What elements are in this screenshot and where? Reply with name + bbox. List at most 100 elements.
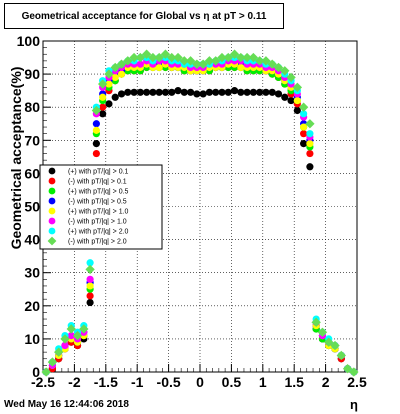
x-tick-label: -0.5 bbox=[157, 374, 181, 390]
y-tick-label: 100 bbox=[17, 33, 41, 49]
data-point bbox=[92, 140, 100, 148]
data-point bbox=[306, 130, 314, 138]
data-point bbox=[192, 59, 202, 69]
y-tick-label: 30 bbox=[24, 265, 40, 281]
x-tick-label: 2.5 bbox=[347, 374, 367, 390]
data-point bbox=[86, 298, 94, 307]
data-point bbox=[141, 49, 152, 59]
data-point bbox=[287, 96, 295, 105]
x-tick-label: 2 bbox=[322, 374, 330, 390]
data-point bbox=[212, 88, 220, 96]
data-point bbox=[86, 292, 94, 300]
data-point bbox=[249, 88, 257, 96]
data-point bbox=[305, 119, 315, 129]
data-point bbox=[129, 52, 139, 63]
data-point bbox=[67, 331, 75, 340]
data-point bbox=[135, 52, 146, 63]
data-point bbox=[110, 62, 120, 73]
legend-entry: (-) with pT/|q| > 1.0 bbox=[68, 219, 127, 226]
data-point bbox=[136, 60, 144, 68]
data-point bbox=[261, 56, 271, 66]
legend-entry: (+) with pT/|q| > 1.0 bbox=[68, 209, 129, 216]
legend-marker bbox=[48, 207, 56, 215]
legend-entry: (+) with pT/|q| > 0.1 bbox=[68, 169, 129, 176]
data-point bbox=[85, 264, 95, 275]
data-point bbox=[243, 88, 251, 96]
data-point bbox=[105, 100, 113, 108]
legend-marker bbox=[48, 227, 56, 235]
data-point bbox=[167, 52, 177, 63]
data-point bbox=[91, 105, 102, 116]
data-point bbox=[154, 52, 164, 63]
data-point bbox=[61, 341, 69, 350]
data-point bbox=[185, 56, 196, 66]
data-point bbox=[300, 130, 308, 138]
data-point bbox=[204, 56, 215, 66]
data-point bbox=[155, 88, 163, 96]
chart-title: Geometrical acceptance for Global vs η a… bbox=[4, 3, 284, 29]
data-point bbox=[86, 282, 94, 290]
x-tick-label: 1.5 bbox=[284, 374, 304, 390]
y-tick-label: 0 bbox=[32, 364, 40, 380]
data-point bbox=[262, 88, 270, 96]
data-point bbox=[293, 106, 301, 115]
data-point bbox=[199, 90, 207, 98]
y-tick-label: 80 bbox=[24, 99, 40, 115]
data-point bbox=[336, 350, 346, 361]
legend-marker bbox=[48, 187, 56, 195]
data-point bbox=[273, 62, 284, 73]
data-point bbox=[155, 63, 163, 72]
data-point bbox=[193, 90, 201, 98]
data-point bbox=[224, 88, 232, 96]
legend-entry: (-) with pT/|q| > 0.1 bbox=[68, 179, 127, 186]
data-point bbox=[223, 52, 233, 63]
data-point bbox=[123, 56, 133, 66]
data-point bbox=[92, 120, 100, 128]
data-point bbox=[149, 88, 157, 96]
data-point bbox=[92, 149, 100, 158]
data-point bbox=[248, 52, 259, 63]
data-point bbox=[60, 334, 70, 344]
y-tick-label: 50 bbox=[24, 199, 40, 215]
data-point bbox=[143, 88, 151, 96]
data-point bbox=[205, 88, 214, 96]
data-point bbox=[173, 52, 183, 63]
data-point bbox=[211, 56, 221, 66]
axis-ticks: -2.5 -2 -1.5 -1 -0.5 0 0.5 1 1.5 2 2.5 0 10 20 30 40 50 6… bbox=[17, 33, 367, 390]
data-point bbox=[99, 110, 107, 118]
data-point bbox=[161, 88, 170, 96]
data-point bbox=[298, 102, 309, 112]
data-point bbox=[99, 103, 107, 111]
data-point bbox=[256, 88, 264, 96]
x-tick-label: -2 bbox=[68, 374, 81, 390]
data-point bbox=[293, 96, 301, 105]
x-axis-label: η bbox=[350, 397, 358, 412]
data-point bbox=[117, 70, 126, 78]
data-point bbox=[198, 59, 208, 69]
data-point bbox=[97, 79, 108, 89]
data-point bbox=[311, 317, 321, 328]
x-tick-label: -1.5 bbox=[94, 374, 118, 390]
legend-marker bbox=[48, 167, 56, 175]
legend: (+) with pT/|q| > 0.1 (-) with pT/|q| > 0… bbox=[39, 164, 163, 250]
data-point bbox=[274, 90, 283, 98]
x-tick-label: 0 bbox=[196, 374, 204, 390]
data-point bbox=[300, 123, 308, 131]
data-point bbox=[54, 347, 64, 357]
x-tick-label: -1 bbox=[131, 374, 144, 390]
footer-date: Wed May 16 12:44:06 2018 bbox=[4, 399, 129, 410]
data-point bbox=[324, 337, 334, 347]
y-tick-label: 60 bbox=[24, 165, 40, 181]
data-series bbox=[41, 49, 359, 377]
data-point bbox=[180, 88, 188, 96]
y-tick-label: 10 bbox=[24, 331, 40, 347]
data-point bbox=[306, 163, 314, 171]
data-point bbox=[317, 327, 328, 337]
data-point bbox=[254, 56, 265, 66]
data-point bbox=[286, 72, 296, 83]
x-tick-label: -2.5 bbox=[31, 374, 55, 390]
legend-marker bbox=[47, 236, 57, 246]
series-8 bbox=[41, 49, 359, 377]
data-point bbox=[79, 324, 89, 334]
legend-marker bbox=[48, 217, 56, 225]
